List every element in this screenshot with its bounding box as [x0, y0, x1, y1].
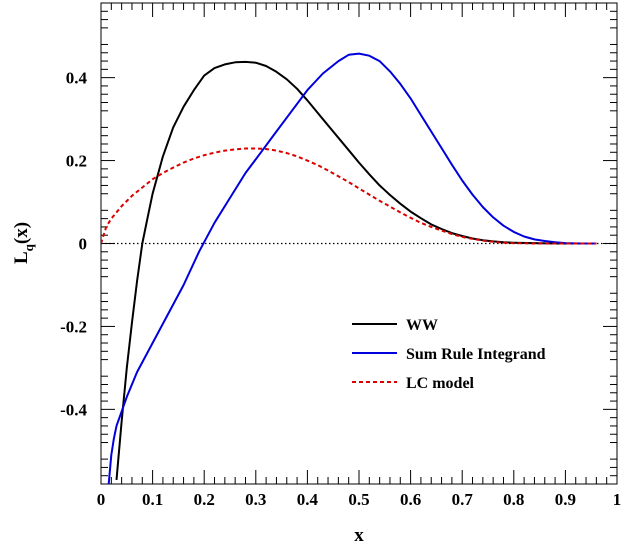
series-layer — [101, 52, 597, 484]
y-axis-title: Lq(x) — [11, 222, 36, 264]
legend-label: Sum Rule Integrand — [406, 346, 546, 363]
legend: WW Sum Rule Integrand LC model — [352, 317, 546, 392]
legend-label: LC model — [406, 375, 475, 392]
series-line-1 — [107, 52, 597, 484]
y-tick-label: -0.2 — [60, 317, 87, 336]
y-tick-label: 0.4 — [66, 69, 88, 88]
x-tick-label: 0.7 — [452, 490, 474, 509]
x-tick-label: 0.4 — [297, 490, 319, 509]
tick-labels: 0 0.1 0.2 0.3 0.4 0.5 0.6 0.7 0.8 0.9 1 -0.4 -0.2 0 0.… — [60, 69, 621, 509]
y-tick-label: 0.2 — [66, 152, 87, 171]
x-tick-label: 0.6 — [400, 490, 421, 509]
x-tick-label: 0.5 — [348, 490, 369, 509]
y-tick-label: 0 — [79, 235, 88, 254]
series-line-2 — [101, 147, 597, 245]
y-tick-label: -0.4 — [60, 400, 87, 419]
x-tick-label: 0.8 — [503, 490, 524, 509]
legend-label: WW — [406, 317, 438, 334]
x-axis-title: x — [354, 525, 364, 546]
x-tick-label: 0.9 — [555, 490, 576, 509]
y-axis-title-subscript: q — [21, 243, 36, 251]
x-tick-label: 0.2 — [194, 490, 215, 509]
y-axis-title-main: L — [11, 251, 32, 264]
x-tick-label: 0.3 — [245, 490, 266, 509]
x-tick-label: 1 — [613, 490, 622, 509]
x-tick-label: 0.1 — [142, 490, 163, 509]
x-tick-label: 0 — [97, 490, 106, 509]
axis-ticks — [100, 3, 618, 484]
y-axis-title-argument: (x) — [11, 222, 32, 244]
series-line-0 — [115, 60, 597, 480]
